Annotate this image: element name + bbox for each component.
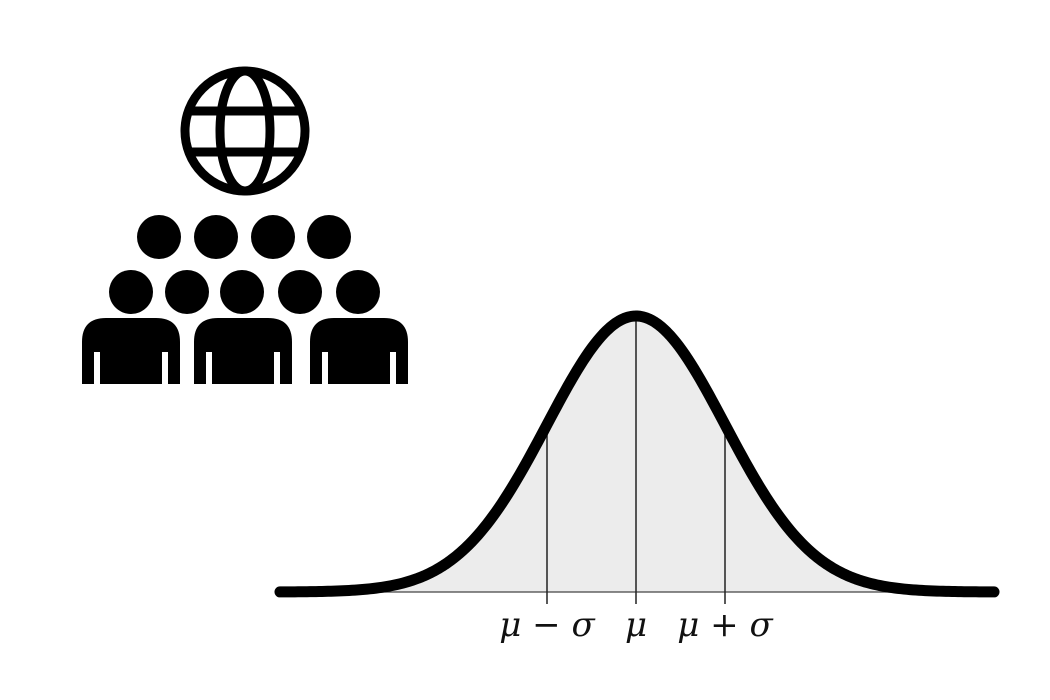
person-body (82, 318, 180, 384)
label-plus-sigma: μ + σ (677, 605, 773, 645)
person-head (251, 215, 295, 259)
person-head (278, 270, 322, 314)
bell-curve-area (280, 316, 995, 592)
person-head (137, 215, 181, 259)
person-head (194, 215, 238, 259)
person-body (310, 318, 408, 384)
globe-icon (180, 66, 310, 196)
person-head (336, 270, 380, 314)
bell-curve (274, 310, 1000, 598)
population-group-icon (82, 215, 408, 384)
person-body (194, 318, 292, 384)
person-head (165, 270, 209, 314)
label-minus-sigma: μ − σ (499, 605, 595, 645)
person-head (109, 270, 153, 314)
label-mean: μ (625, 605, 647, 645)
person-head (220, 270, 264, 314)
normal-distribution: μ − σ μ μ + σ (274, 310, 1000, 645)
person-head (307, 215, 351, 259)
